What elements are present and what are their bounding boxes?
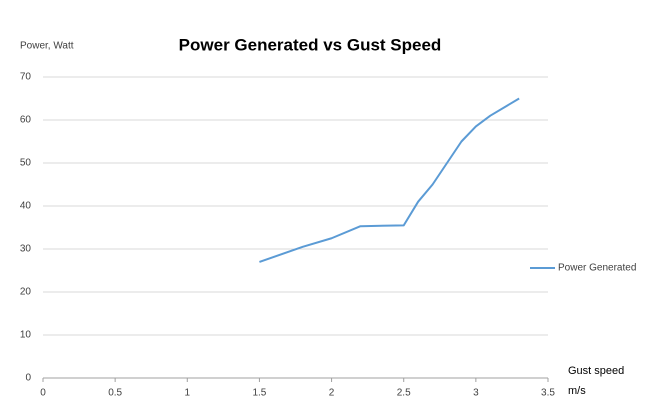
x-tick-label: 3.5 xyxy=(541,388,555,399)
x-tick-label: 0.5 xyxy=(108,388,122,399)
y-tick-label: 60 xyxy=(20,115,32,126)
y-axis-label: Power, Watt xyxy=(20,41,74,52)
x-axis-label: Gust speed m/s xyxy=(568,365,625,397)
chart-title: Power Generated vs Gust Speed xyxy=(179,35,442,54)
y-tick-label: 40 xyxy=(20,201,32,212)
y-tick-label: 0 xyxy=(25,373,31,384)
y-tick-label: 70 xyxy=(20,72,32,83)
legend-label: Power Generated xyxy=(558,263,636,274)
y-tick-label: 30 xyxy=(20,244,32,255)
x-tick-label: 0 xyxy=(40,388,46,399)
y-tick-label: 50 xyxy=(20,158,32,169)
x-tick-label: 2.5 xyxy=(397,388,411,399)
x-tick-label: 3 xyxy=(473,388,479,399)
x-tick-label: 1.5 xyxy=(252,388,266,399)
y-tick-label: 20 xyxy=(20,287,32,298)
x-tick-label: 2 xyxy=(329,388,335,399)
y-tick-label: 10 xyxy=(20,330,32,341)
data-line xyxy=(259,97,520,263)
x-tick-label: 1 xyxy=(185,388,191,399)
